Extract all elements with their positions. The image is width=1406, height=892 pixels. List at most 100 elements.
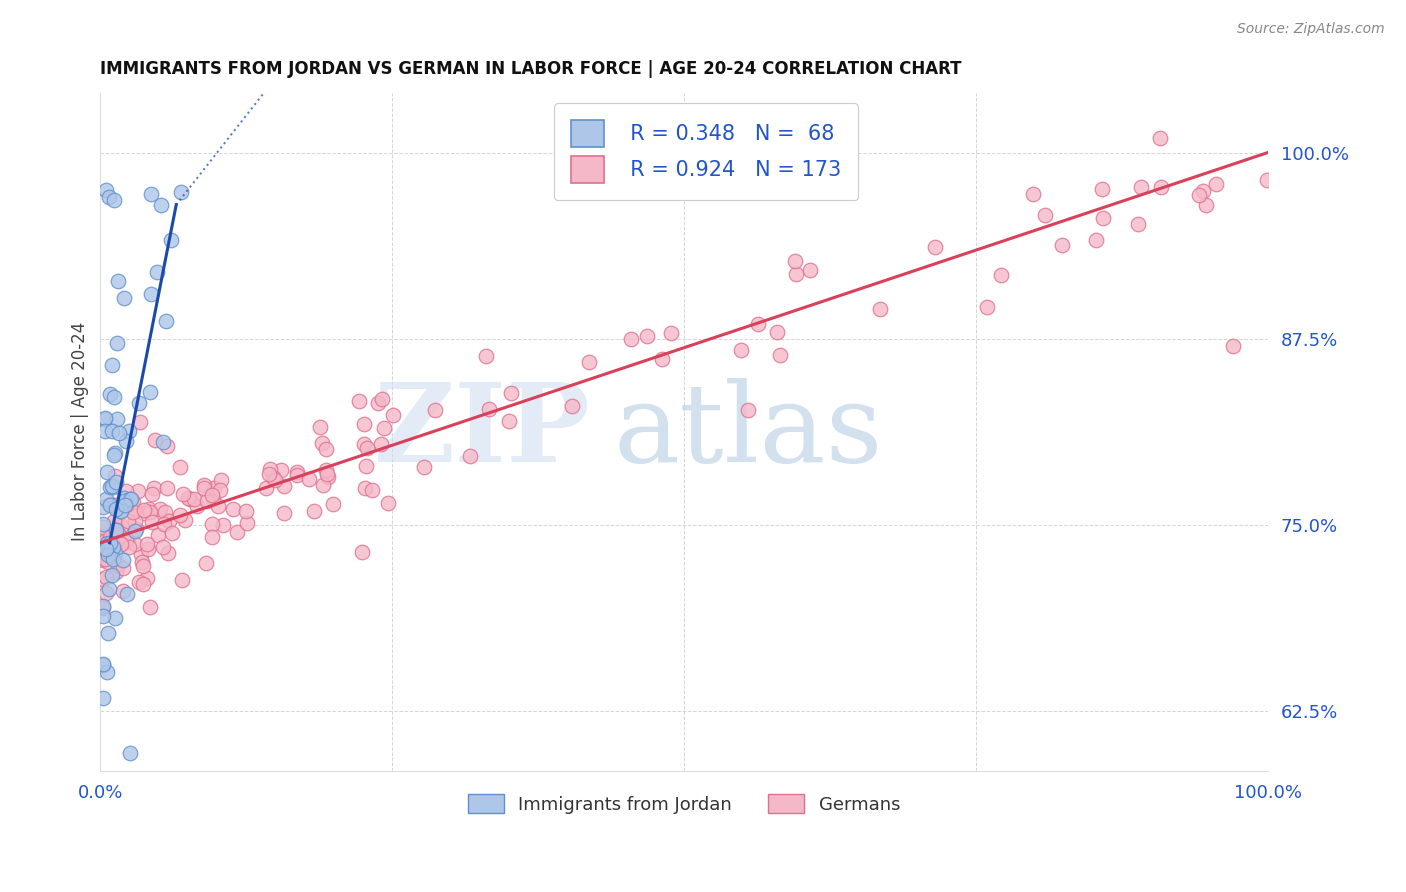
Point bbox=[112, 491, 135, 505]
Point bbox=[115, 533, 138, 547]
Point bbox=[135, 537, 157, 551]
Point bbox=[382, 408, 405, 422]
Point bbox=[315, 442, 337, 456]
Point bbox=[1205, 177, 1227, 191]
Point bbox=[207, 499, 229, 513]
Point bbox=[1149, 130, 1171, 145]
Point bbox=[141, 515, 163, 529]
Point bbox=[96, 465, 118, 479]
Point bbox=[96, 586, 118, 600]
Point bbox=[152, 540, 174, 554]
Point bbox=[193, 477, 215, 491]
Point bbox=[134, 502, 156, 516]
Point bbox=[100, 424, 122, 438]
Point bbox=[620, 332, 643, 346]
Text: atlas: atlas bbox=[614, 378, 883, 485]
Point bbox=[107, 558, 129, 572]
Point bbox=[139, 505, 162, 519]
Point bbox=[98, 497, 121, 511]
Point bbox=[128, 396, 150, 410]
Point bbox=[316, 467, 339, 481]
Point bbox=[100, 479, 122, 493]
Point bbox=[373, 421, 395, 435]
Point bbox=[122, 495, 145, 509]
Point bbox=[128, 574, 150, 589]
Point bbox=[1084, 233, 1107, 247]
Point bbox=[97, 541, 120, 555]
Point bbox=[221, 501, 243, 516]
Point bbox=[93, 527, 115, 541]
Point bbox=[139, 600, 162, 615]
Point bbox=[173, 513, 195, 527]
Point bbox=[425, 402, 447, 417]
Point bbox=[94, 491, 117, 506]
Point bbox=[152, 435, 174, 450]
Point bbox=[322, 497, 344, 511]
Point bbox=[212, 518, 235, 533]
Point bbox=[315, 463, 337, 477]
Point bbox=[273, 506, 295, 520]
Point bbox=[120, 492, 142, 507]
Point bbox=[208, 483, 231, 498]
Point bbox=[94, 533, 117, 548]
Point bbox=[316, 470, 339, 484]
Point bbox=[122, 505, 145, 519]
Point bbox=[94, 570, 117, 584]
Point bbox=[101, 359, 124, 373]
Point bbox=[104, 475, 127, 490]
Point bbox=[136, 542, 159, 557]
Point bbox=[105, 523, 128, 537]
Point bbox=[149, 501, 172, 516]
Point bbox=[132, 506, 155, 520]
Point bbox=[101, 552, 124, 566]
Point bbox=[117, 534, 139, 549]
Point bbox=[737, 403, 759, 417]
Point bbox=[976, 300, 998, 314]
Point bbox=[97, 190, 120, 204]
Point bbox=[101, 540, 124, 554]
Point bbox=[235, 516, 257, 530]
Point bbox=[186, 499, 208, 513]
Point bbox=[124, 537, 146, 551]
Point bbox=[783, 254, 806, 268]
Point bbox=[347, 393, 370, 408]
Point bbox=[1222, 339, 1244, 353]
Point bbox=[114, 498, 136, 512]
Point bbox=[103, 449, 125, 463]
Point bbox=[177, 491, 200, 505]
Point bbox=[990, 268, 1012, 282]
Point bbox=[97, 625, 120, 640]
Point bbox=[225, 524, 247, 539]
Point bbox=[235, 504, 257, 518]
Point bbox=[477, 401, 499, 416]
Point bbox=[115, 498, 138, 512]
Point bbox=[285, 466, 308, 480]
Legend: Immigrants from Jordan, Germans: Immigrants from Jordan, Germans bbox=[458, 785, 910, 822]
Point bbox=[1126, 217, 1149, 231]
Point bbox=[141, 487, 163, 501]
Point bbox=[169, 459, 191, 474]
Point bbox=[103, 446, 125, 460]
Point bbox=[139, 187, 162, 202]
Point bbox=[103, 514, 125, 528]
Point bbox=[150, 198, 173, 212]
Point bbox=[1050, 238, 1073, 252]
Point bbox=[139, 287, 162, 301]
Point bbox=[172, 573, 194, 587]
Point bbox=[353, 437, 375, 451]
Point bbox=[352, 545, 374, 559]
Point bbox=[103, 539, 125, 553]
Point bbox=[131, 555, 153, 569]
Point bbox=[153, 516, 176, 531]
Point bbox=[298, 472, 321, 486]
Point bbox=[169, 186, 191, 200]
Point bbox=[93, 424, 115, 438]
Point bbox=[91, 500, 114, 515]
Point bbox=[172, 487, 194, 501]
Point bbox=[659, 326, 682, 340]
Point bbox=[924, 240, 946, 254]
Point bbox=[263, 473, 285, 487]
Point bbox=[270, 463, 292, 477]
Point bbox=[1150, 179, 1173, 194]
Point bbox=[91, 690, 114, 705]
